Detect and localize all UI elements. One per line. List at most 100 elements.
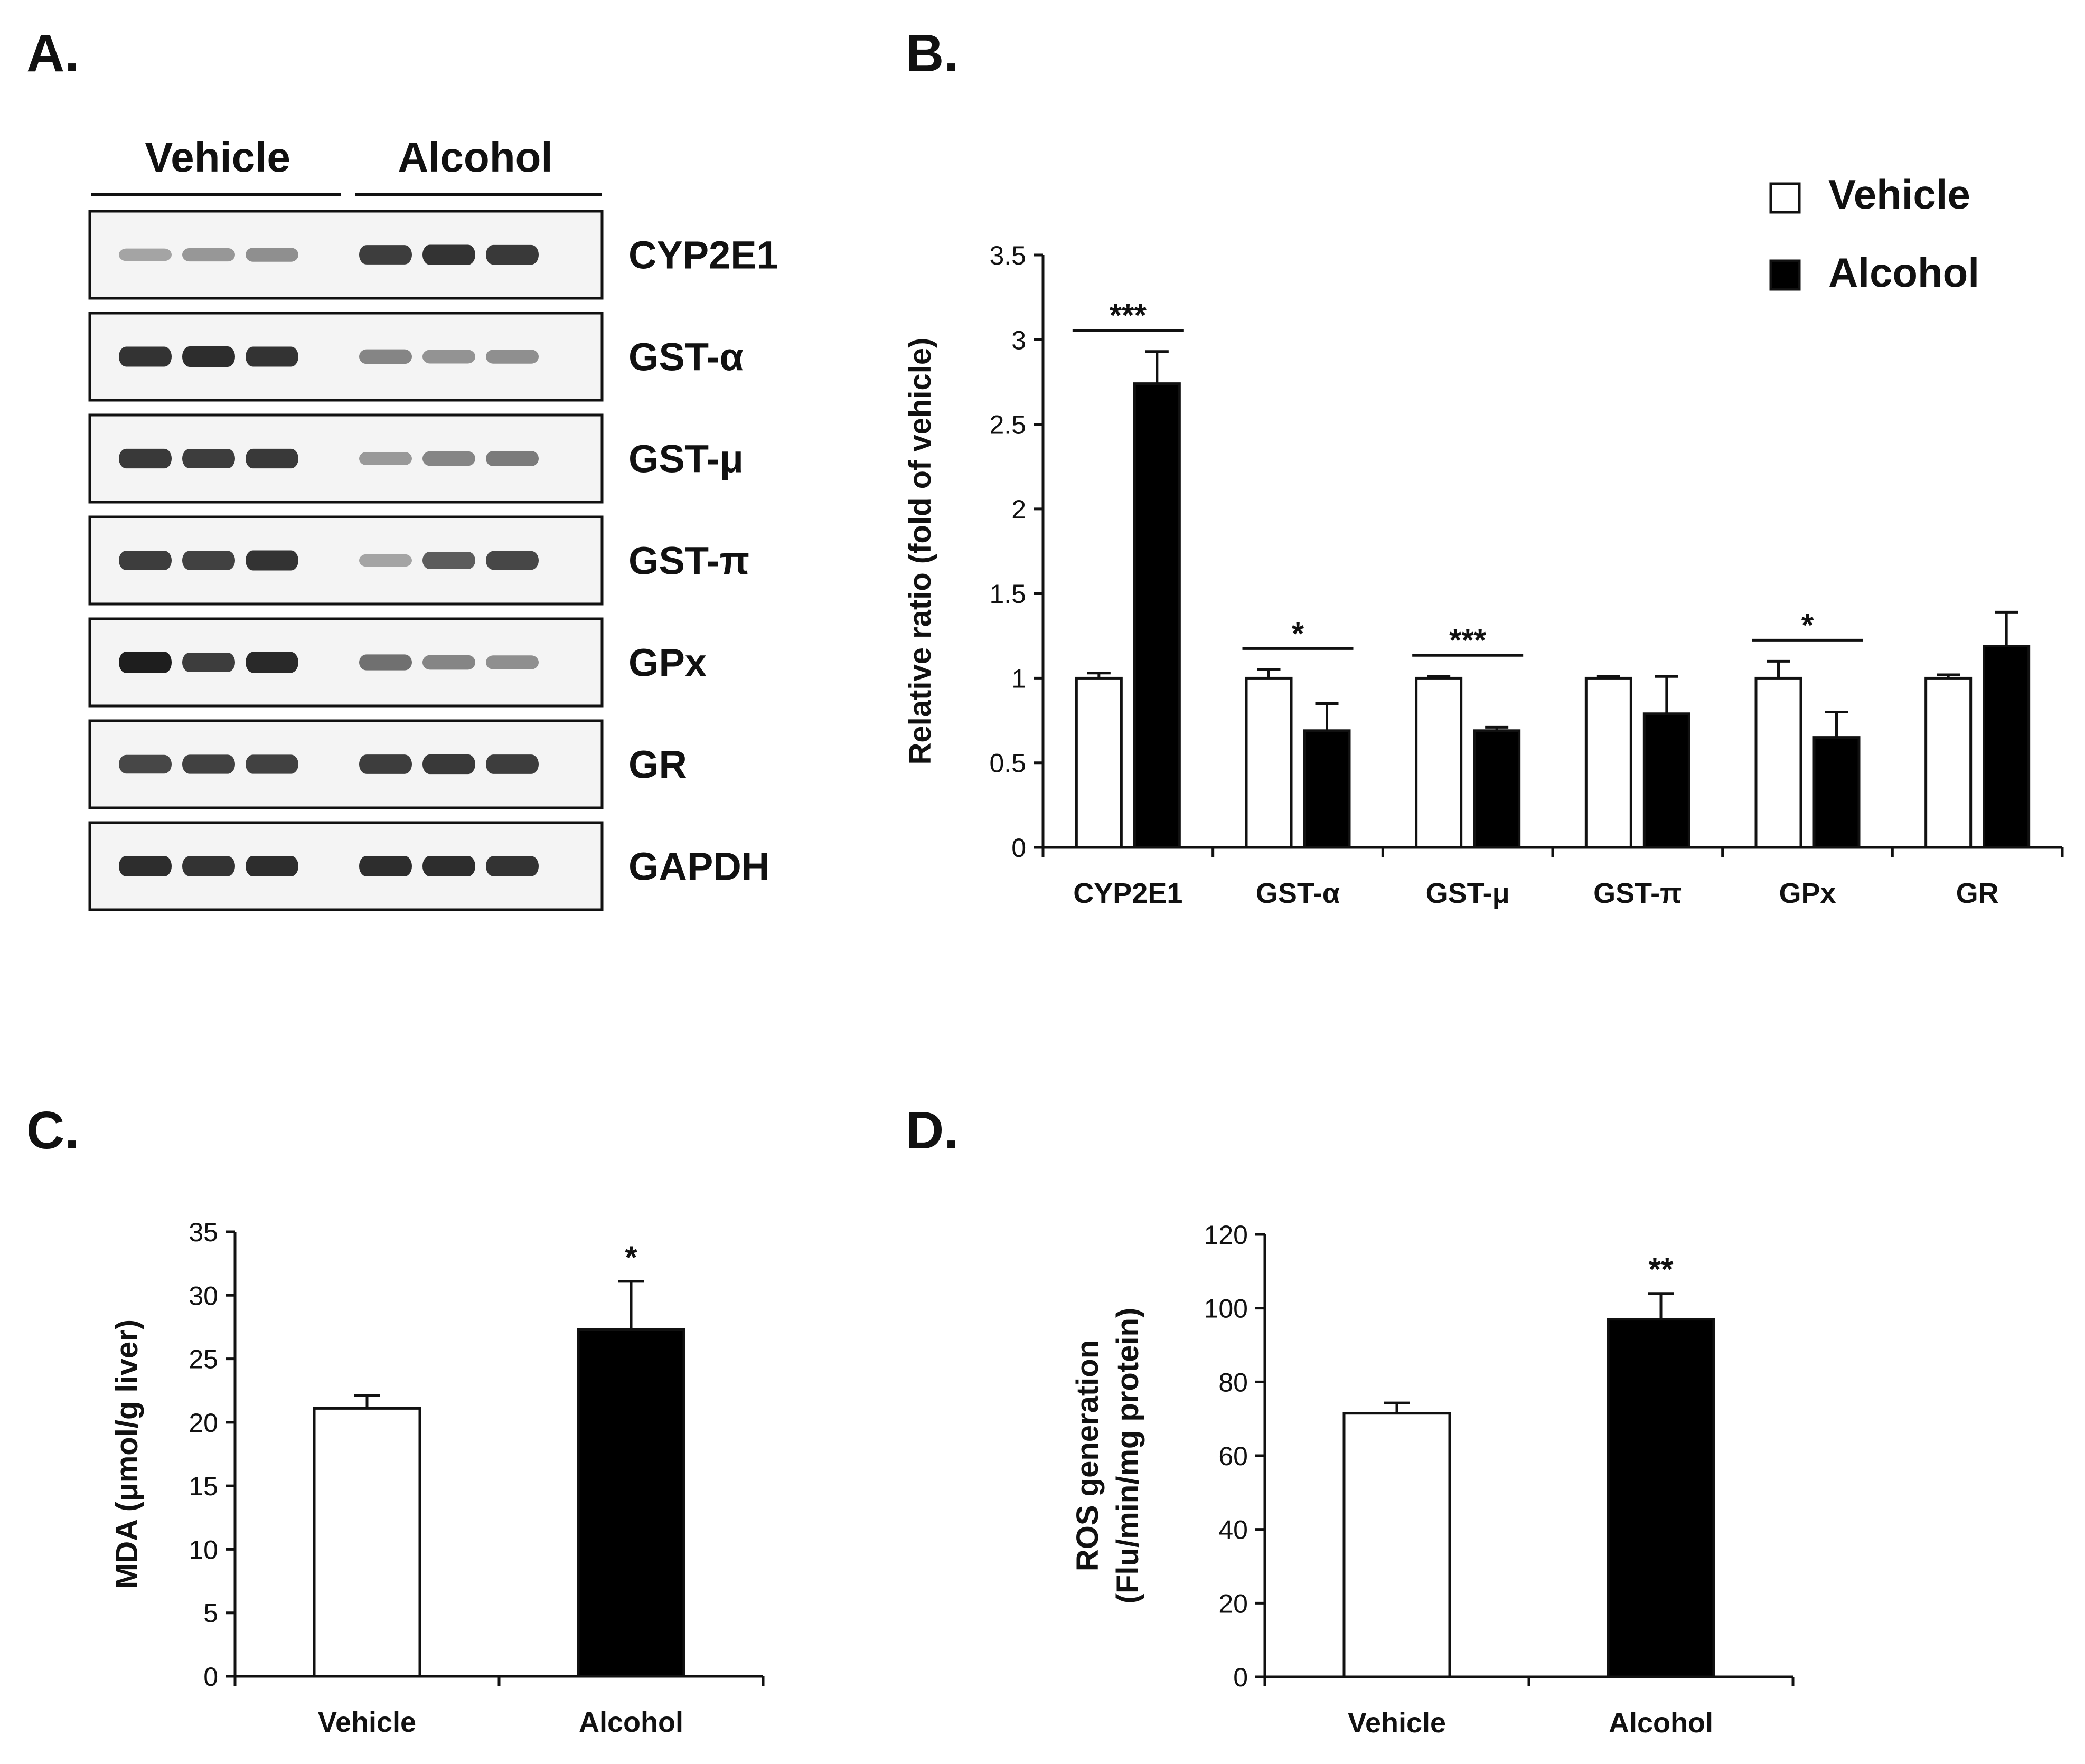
- panel-label-c: C.: [26, 1101, 79, 1160]
- blot-band: [422, 451, 475, 466]
- blot-band: [359, 451, 412, 466]
- bar: [1584, 676, 1632, 849]
- bar: [577, 1328, 685, 1678]
- y-tick-label: 1.5: [989, 579, 1026, 609]
- bar: [1133, 382, 1181, 849]
- blot-group-vehicle: Vehicle: [145, 134, 290, 181]
- legend-swatch-vehicle: [1769, 182, 1801, 214]
- y-tick-label: 25: [189, 1345, 218, 1374]
- blot-protein-label: GR: [628, 743, 687, 787]
- panel-label-b: B.: [906, 24, 959, 83]
- blot-band: [486, 856, 539, 876]
- significance-mark: ***: [1110, 298, 1147, 333]
- blot-band: [486, 244, 539, 265]
- y-tick-label: 1: [1011, 664, 1026, 693]
- y-tick-label: 20: [1218, 1589, 1248, 1618]
- blot-band: [182, 653, 235, 672]
- blot-band: [359, 856, 412, 876]
- x-tick-label: CYP2E1: [1073, 878, 1182, 909]
- y-tick-label: 2: [1011, 495, 1026, 524]
- y-tick-label: 120: [1204, 1220, 1248, 1250]
- blot-protein-label: CYP2E1: [628, 233, 778, 277]
- blot-band: [422, 754, 475, 775]
- legend-label-alcohol: Alcohol: [1828, 249, 1979, 296]
- blot-protein-label: GST-μ: [628, 437, 744, 481]
- blot-band: [119, 551, 172, 570]
- blot-band: [119, 248, 172, 261]
- blot-band: [359, 245, 412, 265]
- bar: [1642, 712, 1690, 849]
- y-axis-label: ROS generation: [1070, 1340, 1105, 1571]
- blot-band: [422, 552, 475, 569]
- blot-band: [182, 551, 235, 570]
- y-tick-label: 20: [189, 1408, 218, 1438]
- bar: [1415, 676, 1463, 849]
- y-tick-label: 3.5: [989, 241, 1026, 270]
- significance-mark: ***: [1449, 622, 1487, 658]
- y-tick-label: 0: [1233, 1663, 1248, 1692]
- blot-band: [119, 856, 172, 876]
- y-tick-label: 40: [1218, 1515, 1248, 1545]
- blot-band: [246, 448, 298, 469]
- blot-band: [486, 451, 539, 466]
- blot-band: [359, 554, 412, 567]
- blot-band: [246, 754, 298, 774]
- x-tick-label: Vehicle: [318, 1706, 416, 1738]
- blot-band: [359, 754, 412, 774]
- y-axis-label: Relative ratio (fold of vehicle): [903, 338, 937, 765]
- y-tick-label: 0: [1011, 833, 1026, 863]
- bar: [1812, 736, 1861, 849]
- x-tick-label: GST-α: [1256, 878, 1340, 909]
- panel-label-d: D.: [906, 1101, 959, 1160]
- blot-band: [359, 654, 412, 671]
- bar: [1342, 1412, 1451, 1678]
- blot-band: [359, 349, 412, 364]
- y-tick-label: 60: [1218, 1441, 1248, 1471]
- y-tick-label: 30: [189, 1281, 218, 1310]
- bar: [1924, 676, 1973, 849]
- y-tick-label: 3: [1011, 325, 1026, 355]
- blot-protein-label: GPx: [628, 641, 707, 685]
- chart-c-mda: 0 5 10 15 20 25 30 35 Vehicle Alcohol MDA (μmol/g …: [110, 1218, 765, 1738]
- blot-band: [422, 244, 475, 265]
- blot-band: [119, 448, 172, 469]
- legend-swatch-alcohol: [1769, 259, 1801, 291]
- bar: [313, 1407, 421, 1678]
- blot-band: [119, 754, 172, 774]
- blot-band: [182, 346, 235, 367]
- legend-label-vehicle: Vehicle: [1828, 171, 1970, 218]
- bar: [1607, 1318, 1715, 1678]
- blot-group-alcohol: Alcohol: [398, 134, 552, 181]
- x-tick-label: Vehicle: [1348, 1707, 1446, 1739]
- blot-band: [486, 551, 539, 570]
- y-tick-label: 35: [189, 1218, 218, 1247]
- bar: [1303, 729, 1351, 849]
- chart-b-protein-ratio: 0 0.5 1 1.5 2 2.5 3 3.5 CYP2E1 GST-α GST-μ GST-π GPx…: [903, 171, 2064, 909]
- x-tick-label: GR: [1956, 878, 1999, 909]
- blot-band: [119, 652, 172, 673]
- x-tick-label: GST-π: [1593, 878, 1682, 909]
- y-axis-label-line2: (Flu/min/mg protein): [1111, 1308, 1145, 1604]
- blot-band: [486, 350, 539, 364]
- x-tick-label: Alcohol: [1609, 1707, 1713, 1739]
- significance-mark: **: [1649, 1252, 1674, 1287]
- blot-band: [486, 754, 539, 774]
- chart-d-ros: 0 20 40 60 80 100 120 Vehicle Alcohol ROS generat…: [1070, 1220, 1795, 1739]
- bar: [1075, 676, 1123, 849]
- blot-band: [182, 449, 235, 468]
- blot-band: [422, 856, 475, 876]
- y-tick-label: 0.5: [989, 749, 1026, 778]
- x-tick-label: Alcohol: [579, 1706, 683, 1738]
- blot-band: [422, 655, 475, 670]
- bar: [1754, 676, 1802, 849]
- blot-protein-label: GAPDH: [628, 845, 769, 889]
- blot-band: [119, 346, 172, 367]
- significance-mark: *: [1292, 616, 1304, 651]
- bar: [1245, 676, 1293, 849]
- blot-band: [246, 856, 298, 876]
- blot-band: [246, 652, 298, 673]
- y-tick-label: 0: [203, 1662, 218, 1692]
- blot-band: [246, 346, 298, 367]
- y-tick-label: 5: [203, 1599, 218, 1628]
